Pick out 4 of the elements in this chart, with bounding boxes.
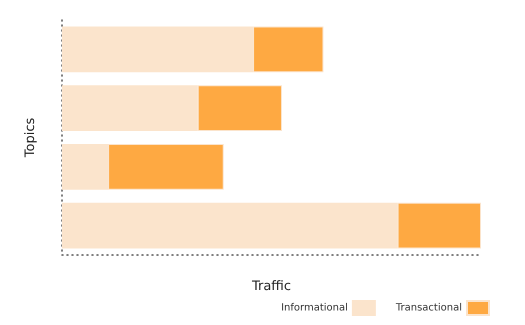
legend-label: Transactional bbox=[394, 302, 462, 314]
legend-label: Informational bbox=[281, 302, 348, 314]
y-axis-title: Topics bbox=[23, 118, 38, 158]
x-axis-title: Traffic bbox=[250, 279, 292, 294]
